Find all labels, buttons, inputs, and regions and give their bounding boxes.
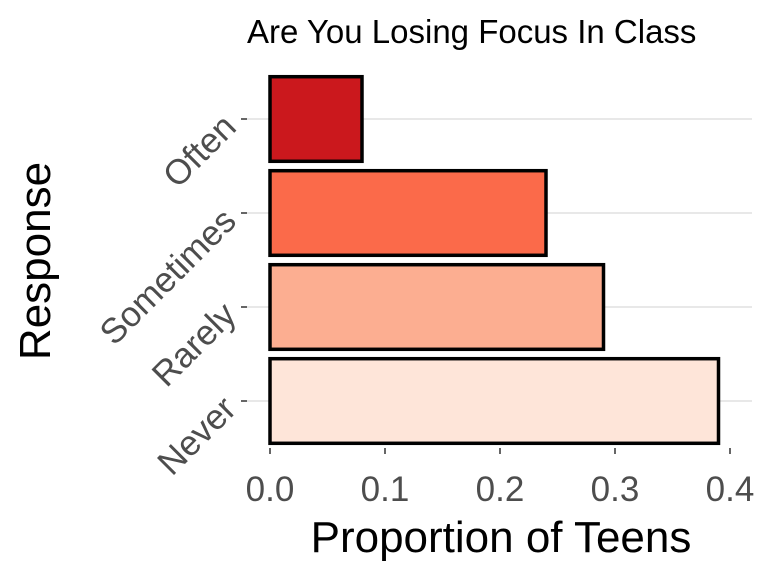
- x-axis-label: Proportion of Teens: [311, 513, 692, 562]
- y-axis-label: Response: [11, 162, 60, 360]
- y-tick-label-often: Often: [156, 107, 244, 195]
- bar-often: [268, 74, 364, 164]
- x-axis: 0.0 0.1 0.2 0.3 0.4: [246, 448, 755, 509]
- x-tick-label: 0.1: [361, 470, 410, 509]
- y-tick-label-never: Never: [150, 389, 244, 483]
- x-tick-label: 0.3: [591, 470, 640, 509]
- bars: [268, 74, 721, 446]
- bar-sometimes: [268, 168, 548, 258]
- chart-title: Are You Losing Focus In Class: [247, 13, 696, 50]
- bar-rarely: [268, 262, 606, 352]
- x-tick-label: 0.0: [246, 470, 295, 509]
- bar-never: [268, 356, 721, 446]
- x-tick-label: 0.4: [706, 470, 755, 509]
- x-tick-label: 0.2: [476, 470, 525, 509]
